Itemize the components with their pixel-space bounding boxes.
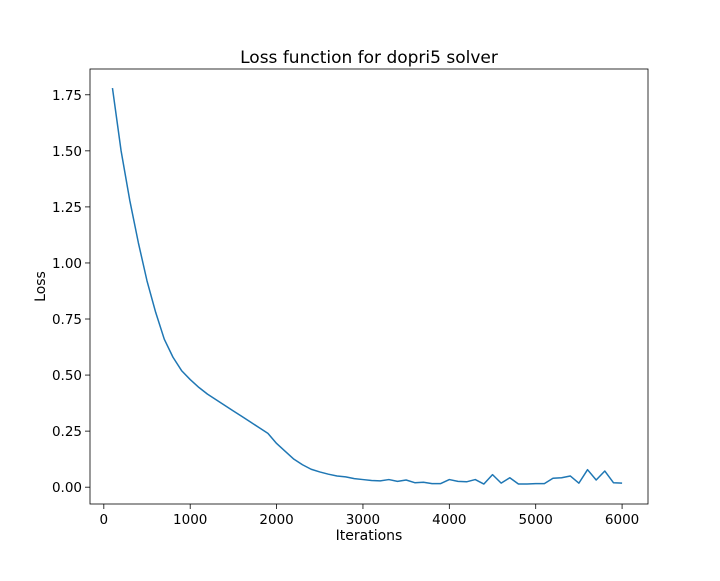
plot-frame xyxy=(89,68,649,505)
x-tick-label: 0 xyxy=(100,512,109,528)
y-tick-label: 1.50 xyxy=(52,144,82,160)
y-axis-label: Loss xyxy=(33,271,49,302)
y-axis-ticks: 0.00 0.25 0.50 0.75 1.00 1.25 1.50 1.75 xyxy=(52,88,90,496)
x-axis-ticks: 0 1000 2000 3000 4000 5000 6000 xyxy=(100,504,639,528)
y-tick-label: 0.75 xyxy=(52,312,82,328)
y-tick-label: 0.25 xyxy=(52,424,82,440)
y-tick-label: 0.50 xyxy=(52,368,82,384)
y-tick-label: 0.00 xyxy=(52,480,82,496)
x-tick-label: 5000 xyxy=(519,512,553,528)
y-tick-label: 1.00 xyxy=(52,256,82,272)
x-tick-label: 3000 xyxy=(346,512,380,528)
chart-title: Loss function for dopri5 solver xyxy=(240,48,498,68)
y-tick-label: 1.25 xyxy=(52,200,82,216)
x-tick-label: 6000 xyxy=(605,512,639,528)
x-tick-label: 2000 xyxy=(259,512,293,528)
y-tick-label: 1.75 xyxy=(52,88,82,104)
loss-series-line xyxy=(111,87,623,485)
plot-area xyxy=(89,68,649,505)
x-tick-label: 4000 xyxy=(432,512,466,528)
x-axis-label: Iterations xyxy=(336,528,403,544)
x-tick-label: 1000 xyxy=(173,512,207,528)
